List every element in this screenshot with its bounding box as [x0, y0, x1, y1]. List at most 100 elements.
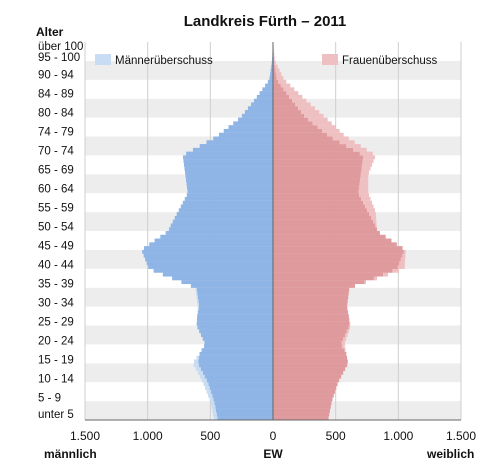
bar-female: [273, 76, 277, 80]
bar-female: [273, 283, 355, 288]
bar-female: [273, 401, 332, 406]
bar-male: [262, 87, 273, 92]
bar-female: [273, 412, 330, 417]
bar-female-excess: [273, 57, 275, 62]
bar-male: [233, 121, 273, 126]
bar-male: [197, 310, 273, 315]
bar-female-excess: [275, 72, 282, 77]
bar-male: [212, 393, 273, 398]
bar-male: [162, 272, 273, 277]
bar-male: [174, 215, 273, 220]
bar-male-excess: [165, 231, 167, 235]
bar-male: [187, 185, 273, 190]
bar-female: [273, 374, 342, 379]
bar-male: [206, 140, 273, 145]
bar-male: [186, 178, 273, 183]
bar-female: [273, 178, 360, 183]
bar-female: [273, 113, 305, 118]
bar-male: [215, 408, 273, 413]
bar-female-excess: [273, 49, 275, 54]
bar-male: [198, 306, 273, 311]
bar-female: [273, 189, 359, 194]
bar-male: [148, 265, 273, 269]
bar-female-excess: [278, 79, 287, 84]
bar-male: [186, 193, 273, 198]
bar-male: [181, 280, 273, 285]
bar-female: [273, 306, 348, 311]
bar-male: [184, 166, 273, 171]
bar-male-excess: [213, 416, 218, 421]
bar-male: [204, 340, 273, 345]
bar-male: [213, 397, 273, 402]
bar-female-excess: [317, 125, 336, 130]
bar-male-excess: [199, 374, 205, 379]
bar-female-excess: [292, 98, 307, 103]
bar-male: [186, 181, 273, 186]
bar-female: [273, 408, 331, 413]
bar-male: [202, 370, 273, 375]
age-tick-label: 40 - 44: [38, 260, 74, 272]
bar-female: [273, 276, 374, 281]
bar-female: [273, 223, 376, 228]
bar-male: [184, 196, 273, 201]
chart-title: Landkreis Fürth – 2011: [184, 13, 347, 30]
bar-male: [267, 79, 273, 84]
bar-female: [273, 79, 279, 84]
bar-female-excess: [341, 340, 346, 345]
bar-female: [273, 378, 340, 383]
bar-female: [273, 291, 349, 296]
bar-female: [273, 91, 287, 96]
bar-female: [273, 132, 328, 137]
bar-male: [244, 110, 273, 114]
bar-male: [153, 268, 273, 273]
bar-female-excess: [295, 102, 311, 107]
bar-female: [273, 314, 349, 319]
bar-female-excess: [358, 185, 369, 190]
bar-female-excess: [397, 265, 405, 269]
bar-female: [273, 404, 331, 409]
y-axis-label: Alter: [36, 25, 64, 39]
bar-male: [198, 299, 273, 303]
age-tick-label: 25 - 29: [38, 317, 74, 329]
bar-female-excess: [362, 155, 376, 160]
bar-female-excess: [403, 249, 406, 254]
bar-female-excess: [392, 268, 400, 273]
bar-male: [182, 200, 273, 205]
age-tick-label: 30 - 34: [38, 298, 74, 310]
bar-female-excess: [274, 64, 278, 69]
bar-female-excess: [307, 117, 328, 122]
bar-male: [223, 128, 273, 133]
bar-male-excess: [159, 234, 161, 239]
bar-female-excess: [275, 68, 280, 73]
bar-male: [154, 238, 273, 243]
bar-female: [273, 287, 350, 292]
bar-male: [186, 151, 273, 156]
bar-male: [199, 351, 273, 356]
bar-male: [185, 170, 273, 175]
bar-female-excess: [346, 329, 349, 334]
bar-female-excess: [361, 162, 373, 167]
bar-female-excess: [362, 159, 374, 164]
age-tick-label: 60 - 64: [38, 184, 74, 196]
bar-male: [228, 125, 273, 130]
bar-female-excess: [363, 200, 373, 205]
bar-female: [273, 83, 281, 88]
bar-female-excess: [358, 189, 369, 194]
bar-female: [273, 272, 384, 277]
bar-female: [273, 333, 346, 337]
x-axis-label: EW: [263, 447, 283, 461]
bar-female: [273, 265, 398, 269]
bar-male-excess: [197, 306, 199, 311]
bar-male: [271, 64, 273, 69]
bar-female: [273, 155, 363, 160]
age-tick-label: 20 - 24: [38, 336, 74, 348]
bar-male: [200, 333, 273, 337]
bar-female: [273, 295, 349, 300]
bar-female-excess: [359, 151, 373, 156]
bar-female: [273, 242, 397, 247]
bar-male: [259, 91, 273, 96]
bar-female-excess: [359, 178, 369, 183]
bar-female: [273, 344, 342, 349]
bar-male: [183, 155, 273, 160]
